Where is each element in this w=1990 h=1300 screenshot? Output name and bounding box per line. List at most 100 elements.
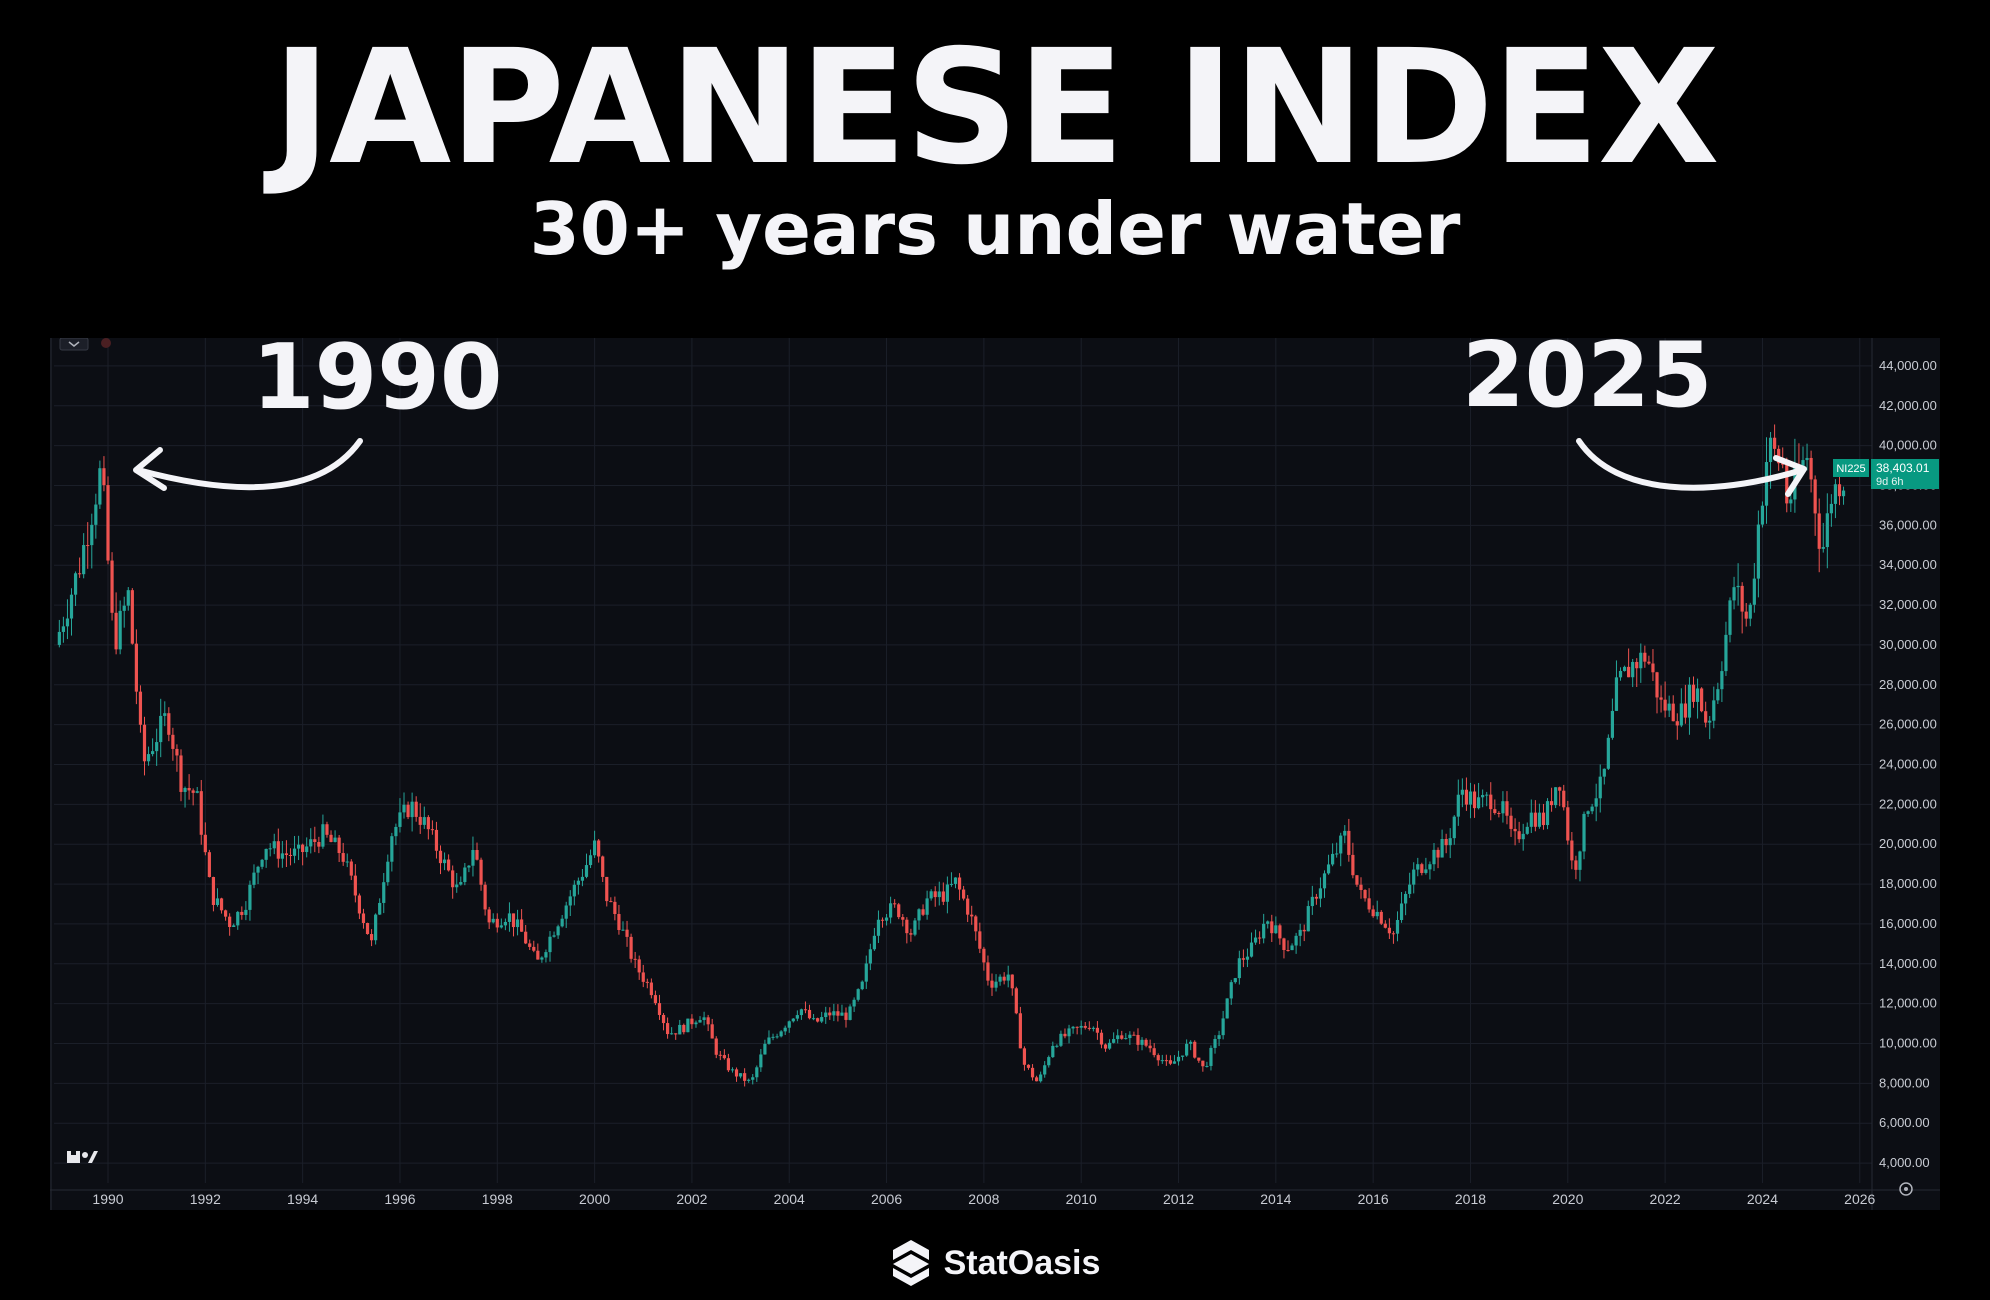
- candle: [1335, 842, 1339, 858]
- candle: [1537, 803, 1542, 829]
- candle: [982, 946, 986, 971]
- candle: [1233, 977, 1237, 984]
- candle: [329, 830, 333, 843]
- candle-body: [1124, 1038, 1128, 1040]
- candle-body: [1266, 921, 1270, 924]
- candle: [1168, 1055, 1173, 1066]
- candle: [195, 786, 199, 794]
- candle-body: [268, 848, 272, 850]
- candle-body: [1014, 988, 1018, 1014]
- candle: [1063, 1028, 1067, 1039]
- candle: [1343, 825, 1347, 844]
- candle: [832, 1003, 836, 1022]
- candle: [872, 927, 876, 951]
- candle: [175, 744, 179, 772]
- candle-body: [1489, 794, 1493, 810]
- candle-body: [151, 751, 155, 755]
- candle-body: [702, 1017, 706, 1020]
- candle: [1140, 1037, 1144, 1051]
- candle: [1116, 1029, 1120, 1044]
- candle: [402, 792, 406, 819]
- candle: [1590, 803, 1594, 815]
- candle-body: [925, 898, 929, 915]
- candle: [1176, 1050, 1181, 1066]
- candle: [548, 931, 552, 962]
- candle-body: [1221, 1018, 1225, 1036]
- candle: [57, 619, 61, 648]
- candle-body: [1339, 835, 1343, 854]
- candle: [264, 848, 268, 868]
- candle: [1128, 1031, 1132, 1045]
- candle-body: [434, 829, 439, 851]
- gear-icon[interactable]: [1899, 1182, 1913, 1196]
- candle-body: [1099, 1032, 1104, 1045]
- candle-body: [406, 804, 410, 818]
- candle: [1124, 1033, 1128, 1040]
- candle-body: [1720, 671, 1724, 690]
- candle: [876, 910, 881, 943]
- candle-body: [244, 909, 248, 915]
- candle: [665, 1017, 670, 1039]
- candle: [621, 921, 625, 931]
- candle: [909, 928, 913, 942]
- price-tag-countdown: 9d 6h: [1876, 476, 1904, 488]
- candle: [1578, 850, 1582, 882]
- candle-body: [1691, 684, 1696, 702]
- candle-body: [1841, 490, 1846, 497]
- candle: [1805, 443, 1809, 471]
- candle: [856, 988, 860, 1002]
- candle: [1339, 832, 1343, 867]
- candle-body: [1030, 1067, 1035, 1078]
- candle: [1509, 807, 1513, 837]
- candle: [1468, 782, 1473, 819]
- price-tag[interactable]: NI225 38,403.01 9d 6h: [1833, 459, 1939, 489]
- candle-body: [187, 787, 191, 791]
- indicator-dot-icon: [101, 338, 111, 348]
- collapse-toggle-icon[interactable]: [59, 338, 89, 351]
- candle-body: [1675, 721, 1679, 726]
- candles: [57, 424, 1846, 1087]
- candle-body: [722, 1055, 726, 1059]
- candle-body: [791, 1018, 795, 1022]
- candle-body: [1744, 611, 1748, 619]
- chart-panel[interactable]: 4,000.00 6,000.00 8,000.00 10,000.00 12,000.…: [50, 338, 1940, 1210]
- candle: [1452, 815, 1456, 845]
- candle: [248, 880, 252, 921]
- candle-body: [1805, 457, 1809, 461]
- candle: [207, 849, 211, 878]
- candle-body: [982, 948, 986, 963]
- candle: [1136, 1028, 1140, 1051]
- candle-body: [1586, 811, 1590, 814]
- candle-body: [378, 902, 382, 915]
- candle-body: [1728, 600, 1732, 635]
- candle-body: [1760, 505, 1765, 525]
- candle-body: [856, 989, 860, 1000]
- candle-body: [1026, 1064, 1031, 1068]
- candle: [1026, 1064, 1031, 1070]
- candle: [106, 476, 110, 565]
- price-chart[interactable]: 4,000.00 6,000.00 8,000.00 10,000.00 12,000.…: [50, 338, 1940, 1210]
- candle: [1793, 438, 1797, 513]
- candle: [1716, 682, 1720, 704]
- candle-body: [1245, 956, 1250, 960]
- candle: [159, 698, 163, 758]
- candle-body: [1505, 801, 1509, 816]
- candle: [1075, 1026, 1079, 1035]
- candle-body: [1724, 634, 1728, 672]
- candle-body: [1436, 849, 1440, 858]
- candle: [1841, 486, 1846, 505]
- candle: [1201, 1060, 1205, 1072]
- candle-body: [98, 468, 102, 505]
- candle: [1067, 1024, 1071, 1044]
- candle: [738, 1073, 743, 1079]
- candle: [138, 685, 143, 733]
- x-tick-label: 2000: [579, 1191, 610, 1207]
- candle: [759, 1048, 763, 1072]
- candle-body: [803, 1009, 808, 1011]
- candle-body: [191, 790, 195, 793]
- candle-body: [365, 922, 370, 935]
- candle-body: [909, 933, 913, 935]
- candle: [337, 834, 341, 863]
- candle-body: [1213, 1038, 1217, 1048]
- x-tick-label: 2018: [1455, 1191, 1486, 1207]
